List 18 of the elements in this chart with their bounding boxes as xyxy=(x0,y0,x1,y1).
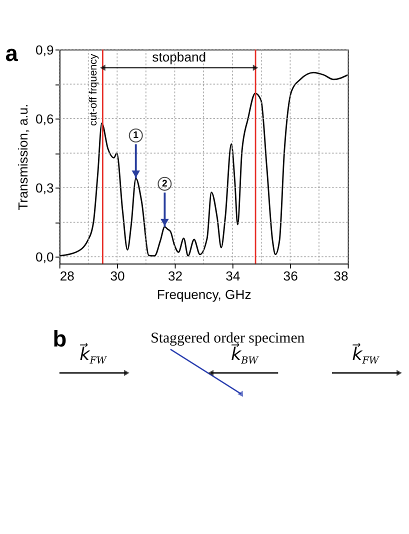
text: a xyxy=(5,40,18,66)
ref-line-label: cut-off frquency xyxy=(88,53,100,126)
y-tick-label: 0,9 xyxy=(36,42,54,58)
y-tick-label: 0,6 xyxy=(36,111,54,126)
x-tick-label: 32 xyxy=(168,268,183,284)
x-tick-label: 28 xyxy=(60,268,74,284)
y-tick-label: 0,3 xyxy=(36,180,54,196)
x-axis-title: Frequency, GHz xyxy=(156,287,252,302)
text: b xyxy=(52,326,67,352)
y-tick-label: 0,0 xyxy=(36,250,54,265)
x-tick-label: 38 xyxy=(334,268,348,284)
annotation: 1 xyxy=(133,130,140,142)
x-tick-label: 36 xyxy=(283,268,298,284)
y-axis-title: Transmission, a.u. xyxy=(16,104,31,210)
x-tick-label: 34 xyxy=(226,268,240,284)
annotation: stopband xyxy=(152,50,206,65)
x-tick-label: 30 xyxy=(110,268,125,284)
annotation: 2 xyxy=(162,178,168,190)
